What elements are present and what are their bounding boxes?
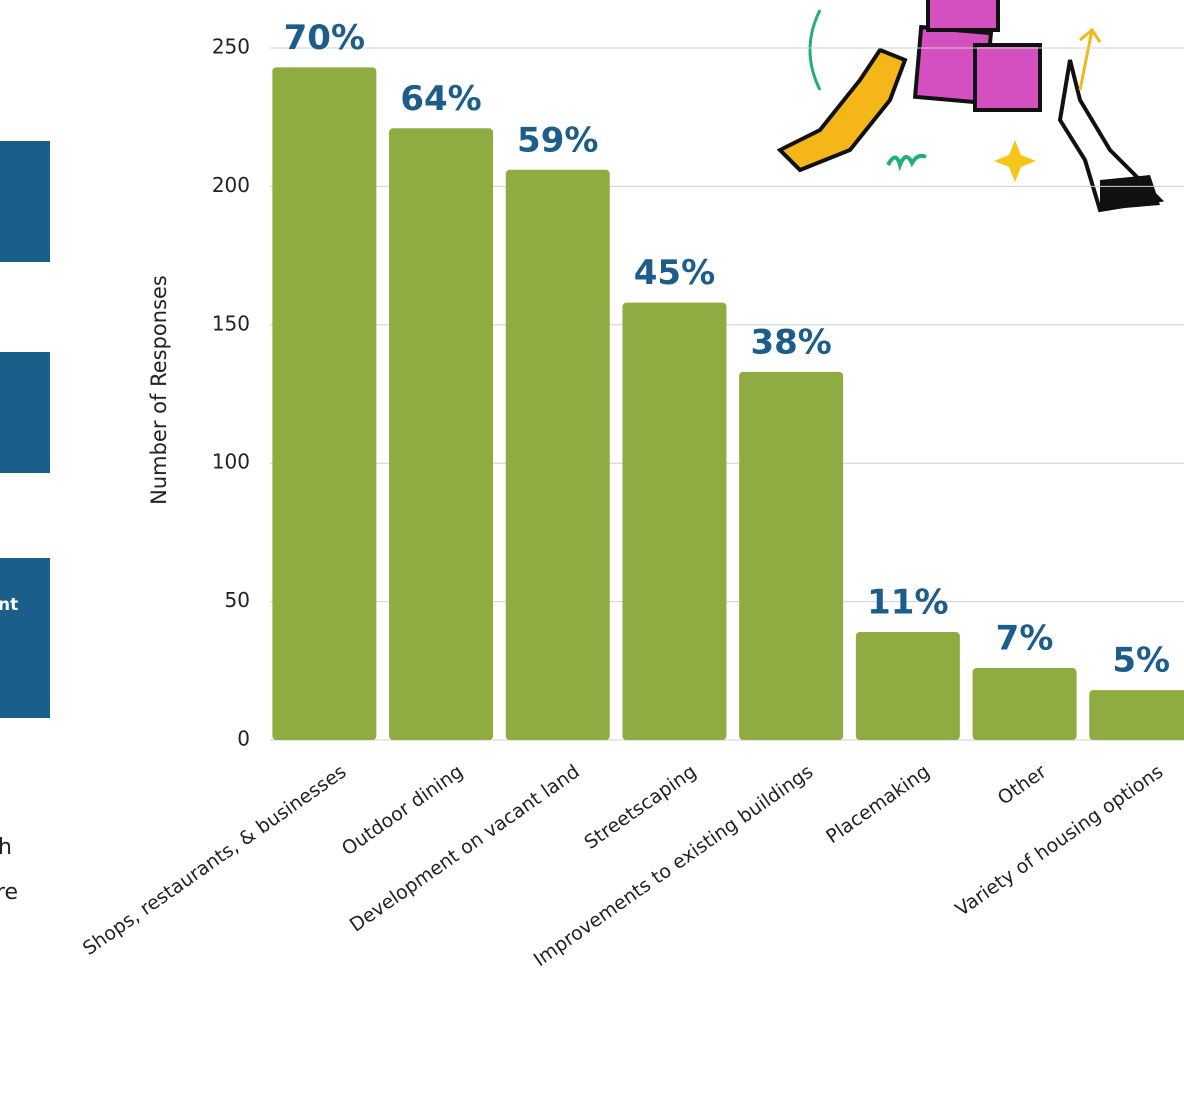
x-tick-label: Other	[994, 760, 1051, 809]
bar	[1089, 690, 1184, 740]
y-axis-label: Number of Responses	[147, 275, 171, 505]
side-panel	[0, 352, 50, 473]
value-label: 5%	[1112, 641, 1170, 681]
side-text: h	[0, 835, 12, 860]
value-label: 59%	[517, 120, 598, 160]
side-text: re	[0, 880, 18, 905]
x-tick-label: Outdoor dining	[338, 761, 467, 861]
side-panel-text: nt	[0, 595, 18, 615]
y-tick-label: 250	[212, 35, 250, 59]
y-tick-label: 50	[225, 588, 250, 612]
value-label: 38%	[750, 322, 831, 362]
bar	[855, 632, 960, 740]
x-tick-label: Shops, restaurants, & businesses	[79, 761, 351, 960]
value-label: 64%	[400, 79, 481, 119]
side-panel	[0, 141, 50, 262]
y-tick-label: 0	[237, 727, 250, 751]
bar	[505, 169, 610, 741]
bar	[389, 128, 494, 741]
y-tick-label: 200	[212, 173, 250, 197]
value-label: 45%	[634, 253, 715, 293]
bar	[622, 302, 727, 740]
y-tick-label: 100	[212, 450, 250, 474]
x-tick-label: Placemaking	[822, 761, 934, 848]
x-tick-label: Streetscaping	[580, 761, 700, 854]
bar	[972, 668, 1077, 740]
value-label: 11%	[867, 583, 948, 623]
value-label: 7%	[996, 619, 1054, 659]
y-tick-label: 150	[212, 311, 250, 335]
side-panel	[0, 558, 50, 718]
bar	[272, 67, 377, 741]
x-tick-label: Variety of housing options	[951, 761, 1167, 921]
value-label: 70%	[284, 18, 365, 58]
x-tick-label: Development on vacant land	[346, 761, 584, 937]
bar	[739, 371, 844, 740]
illustration	[776, 0, 1165, 213]
